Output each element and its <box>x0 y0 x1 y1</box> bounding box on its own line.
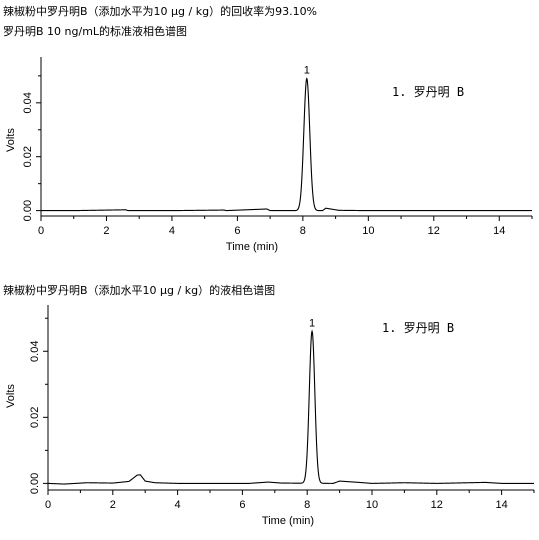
chart1-x-tick-label: 6 <box>234 225 240 237</box>
chart1-y-tick-label: 0.02 <box>22 146 34 167</box>
chart2-caption: 辣椒粉中罗丹明B（添加水平10 μg / kg）的液相色谱图 <box>3 284 276 297</box>
chart2-legend: 1. 罗丹明 B <box>382 321 454 335</box>
chart1-y-tick-label: 0.00 <box>22 200 34 221</box>
chart2: 0 2 4 6 8 10 12 14 0.00 0.02 0.04 Time (min) Volts 1 1… <box>5 305 535 527</box>
chart1-x-tick-label: 10 <box>362 225 374 237</box>
chart2-x-tick-label: 12 <box>431 499 443 511</box>
chart1-x-tick-label: 8 <box>300 225 306 237</box>
chart1-legend: 1. 罗丹明 B <box>392 85 464 99</box>
chart1-y-axis-title: Volts <box>5 128 17 152</box>
chart1-x-tick-label: 4 <box>169 225 175 237</box>
chart1-x-tick-label: 12 <box>428 225 440 237</box>
chart1-x-tick-label: 14 <box>493 225 505 237</box>
chart2-peak-label: 1 <box>309 317 315 329</box>
chart2-x-tick-label: 6 <box>239 499 245 511</box>
chart1: 0 2 4 6 8 10 12 14 0.00 0.02 0.04 Time (min) Volts 1 1… <box>5 57 533 253</box>
chart2-x-tick-label: 14 <box>495 499 507 511</box>
chart1-x-axis-title: Time (min) <box>226 241 278 253</box>
chart2-x-tick-label: 4 <box>175 499 181 511</box>
chart1-caption-line1: 辣椒粉中罗丹明B（添加水平为10 μg / kg）的回收率为93.10% <box>3 5 318 18</box>
chart2-y-tick-label: 0.00 <box>29 473 41 494</box>
chart2-y-axis-title: Volts <box>5 384 17 408</box>
chart2-y-tick-label: 0.04 <box>29 341 41 362</box>
chart1-caption-line2: 罗丹明B 10 ng/mL的标准液相色谱图 <box>3 25 188 38</box>
chart2-x-tick-label: 2 <box>110 499 116 511</box>
chart1-trace <box>41 77 532 212</box>
chart2-x-tick-label: 0 <box>45 499 51 511</box>
chart2-y-tick-label: 0.02 <box>29 407 41 428</box>
chart1-x-tick-label: 0 <box>38 225 44 237</box>
chart2-x-tick-label: 10 <box>366 499 378 511</box>
chart2-x-axis-title: Time (min) <box>262 515 314 527</box>
chart2-x-tick-label: 8 <box>304 499 310 511</box>
chart1-peak-label: 1 <box>304 65 310 77</box>
chart1-y-tick-label: 0.04 <box>22 92 34 113</box>
chart1-x-tick-label: 2 <box>103 225 109 237</box>
chart2-trace <box>47 329 534 485</box>
